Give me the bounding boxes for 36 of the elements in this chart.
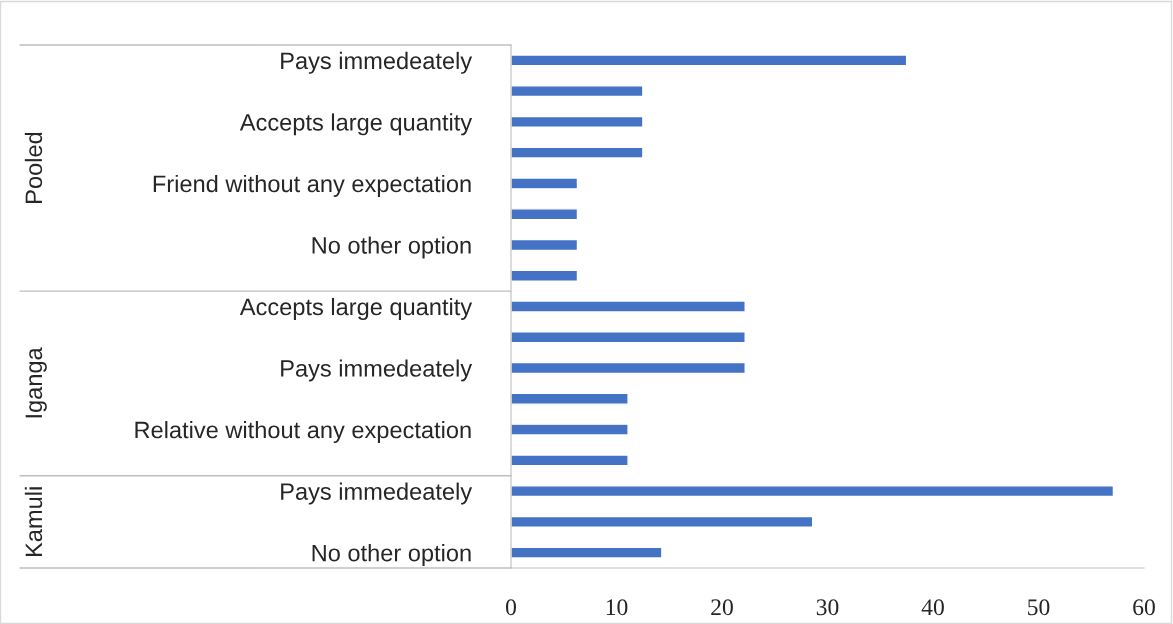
x-tick-label: 0 — [506, 599, 516, 616]
x-tick-label: 40 — [921, 599, 944, 616]
text: Pooled — [24, 132, 43, 203]
bar — [511, 85, 644, 98]
bar — [511, 423, 629, 436]
text: Iganga — [25, 347, 47, 418]
y-tick-label: Pays immedeately — [281, 51, 473, 74]
x-tick-label: 10 — [606, 599, 628, 616]
y-tick-label: Pays immedeately — [281, 359, 473, 382]
y-tick-label: Relative without any expectation — [135, 421, 471, 444]
bar — [511, 331, 746, 344]
y-tick-label: Pays immedeately — [281, 482, 473, 505]
bar — [511, 208, 579, 221]
bar — [511, 300, 746, 313]
bar — [511, 238, 579, 252]
bar — [511, 269, 579, 282]
text: Kamuli — [24, 487, 43, 556]
y-tick-label: Friend without any expectation — [153, 174, 471, 197]
bar — [511, 146, 644, 159]
y-tick-label: No other option — [312, 236, 471, 259]
bar — [511, 454, 629, 467]
bar — [511, 392, 629, 405]
y-tick-label: No other option — [312, 544, 471, 567]
x-tick-label: 30 — [816, 599, 839, 616]
bar — [511, 115, 644, 128]
bar — [511, 515, 814, 528]
bar — [511, 361, 746, 375]
x-tick-label: 50 — [1028, 599, 1050, 616]
y-tick-label: Accepts large quantity — [239, 297, 473, 320]
bar — [511, 54, 908, 67]
x-tick-label: 60 — [1133, 599, 1155, 616]
bar — [511, 485, 1115, 498]
bar — [511, 177, 579, 190]
x-tick-label: 20 — [711, 599, 733, 616]
bar — [511, 546, 663, 559]
y-tick-label: Accepts large quantity — [239, 113, 473, 136]
